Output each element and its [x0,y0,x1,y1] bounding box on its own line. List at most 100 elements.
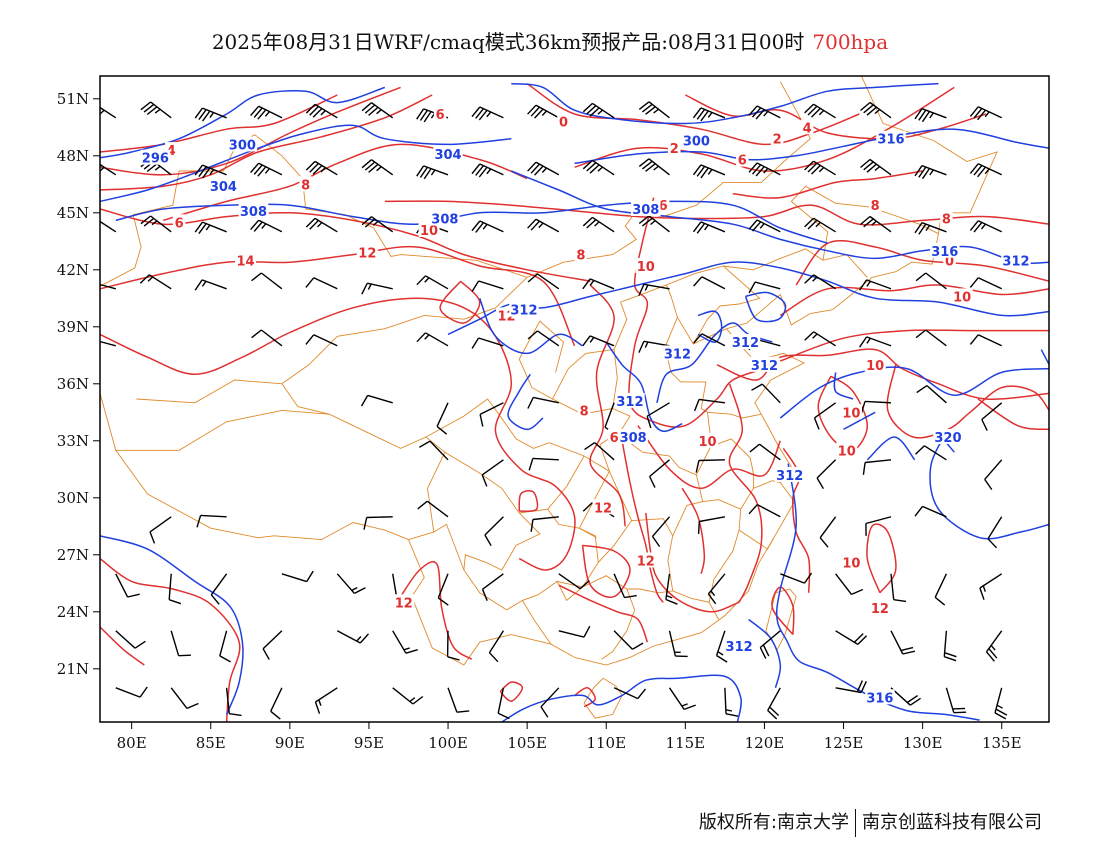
contour-label-backdrop [433,106,447,121]
contour-label: 312 [664,347,691,362]
wind-barb [693,398,725,412]
wind-barb [707,573,726,605]
contour-label: 312 [1002,254,1029,269]
wind-barb [804,274,836,290]
contour-label: 6 [738,154,747,169]
wind-barb [251,272,283,290]
wind-barb [582,102,615,119]
geopotential-isoheight [697,310,723,343]
wind-barb [250,162,283,177]
contour-label: 312 [751,359,778,374]
geopotential-isoheight [748,618,782,688]
wind-barb [194,221,227,235]
temperature-isotherm [780,329,1049,362]
longitude-ticks: 80E 85E 90E 95E 100E 105E 110E 115E 120E 125E 130E… [117,722,1022,752]
contour-label-backdrop [1001,252,1031,268]
wind-barb [481,573,504,601]
contour-label-backdrop [930,242,960,258]
wind-barb [471,337,504,349]
contour-label-backdrop [635,552,657,568]
contour-label-backdrop [393,594,415,610]
contour-label: 8 [942,213,951,228]
contour-label: 304 [210,180,237,195]
wind-barb [530,516,559,532]
temperature-contours [100,82,1049,722]
wind-barb [859,279,892,291]
wind-barb [417,500,449,518]
geopotential-isoheight [843,411,876,431]
contour-label-backdrop [775,467,805,482]
wind-barb [484,516,504,547]
contour-label-backdrop [577,402,591,418]
wind-barb [100,283,116,290]
wind-barb [558,573,590,590]
contour-label-backdrop [696,432,718,448]
wind-barb [638,158,670,176]
lat-tick-label: 51N [57,90,89,108]
contour-label: 12 [594,501,612,516]
wind-barb [528,457,559,471]
contour-label-backdrop [227,136,258,152]
geopotential-isoheight [507,373,544,431]
contour-label-backdrop [574,246,588,262]
wind-barb [305,334,338,347]
contour-label: 12 [358,247,376,262]
contour-label: 8 [580,404,589,419]
contour-label-backdrop [172,214,186,230]
wind-barb [860,400,892,414]
wind-barb [582,335,615,347]
wind-barb [804,160,836,176]
wind-barb [219,630,231,663]
contour-label-backdrop [951,288,973,304]
wind-barb [648,459,670,488]
wind-barb [194,279,227,291]
lat-tick-label: 27N [57,546,89,564]
copyright-owner: 版权所有:南京大学 [698,812,849,833]
contour-label: 10 [842,556,860,571]
wind-barb [697,516,726,534]
wind-barb [969,334,1002,347]
wind-barb [748,105,781,120]
temperature-isotherm [628,197,765,428]
wind-barb [914,165,947,180]
contour-label: 10 [838,444,856,459]
wind-barb [890,630,916,655]
border-line [832,76,998,311]
wind-barb [361,159,394,176]
temperature-isotherm [684,94,987,140]
wind-barb [638,215,670,233]
contour-label-backdrop [557,113,570,129]
wind-barb [210,573,228,605]
temperature-isotherm [100,245,576,347]
wind-barb [251,329,283,347]
wind-barb [651,516,671,547]
wind-barb [392,630,418,654]
temperature-isotherm [637,425,781,490]
wind-barb [748,281,781,294]
contour-label: 10 [866,359,884,374]
lat-tick-label: 45N [57,204,89,222]
wind-barb [748,503,781,518]
wind-barb [914,505,947,518]
wind-barb [363,516,393,530]
lon-tick-label: 110E [586,734,626,752]
wind-barb [527,396,559,409]
temperature-isotherm [728,383,763,603]
wind-barb [969,220,1002,233]
contour-label-backdrop [724,638,754,653]
contour-label-backdrop [635,258,657,273]
temperature-isotherm [100,557,241,722]
wind-barb [281,570,314,583]
geopotential-isoheight [929,429,1049,540]
contour-label-backdrop [868,197,882,213]
contour-label-backdrop [736,151,749,167]
temperature-isotherm [100,94,433,191]
temperature-isotherm [499,681,524,702]
wind-barb [860,158,892,176]
geopotential-isoheight [744,291,787,323]
border-line [463,527,599,611]
contour-label-backdrop [235,252,257,268]
lon-tick-label: 125E [824,734,864,752]
wind-barb [668,687,696,711]
temperature-isotherm [716,348,1049,401]
